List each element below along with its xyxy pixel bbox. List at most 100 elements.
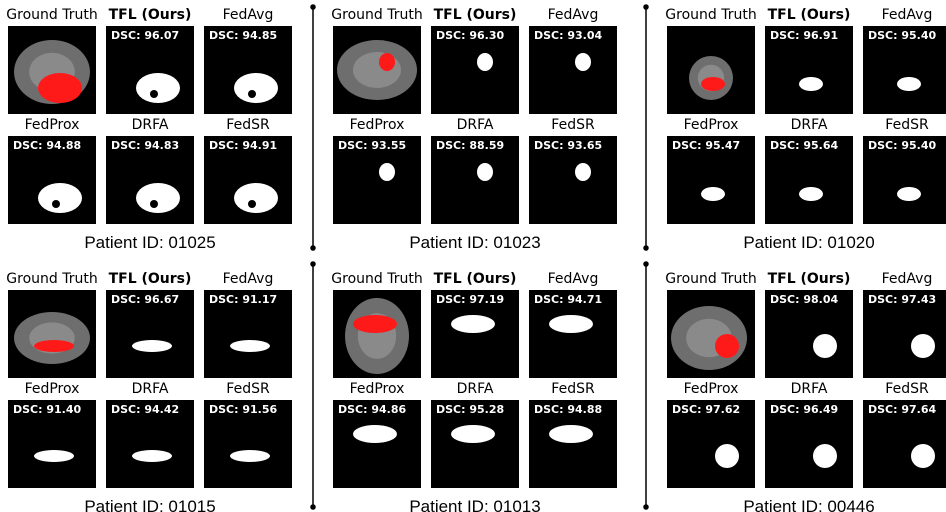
segmentation-mask: [549, 315, 593, 333]
segmentation-mask: [549, 425, 593, 443]
method-label: FedAvg: [548, 271, 599, 287]
segmentation-mask: [132, 450, 172, 462]
method-label: DRFA: [791, 381, 828, 397]
patient-id: Patient ID: 01020: [743, 233, 874, 252]
dsc-score: DSC: 94.86: [338, 403, 406, 416]
segmentation-mask: [477, 163, 493, 181]
segmentation-mask: [353, 425, 397, 443]
method-label: Ground Truth: [6, 7, 97, 23]
segmentation-mask: [234, 183, 278, 213]
segmentation-mask: [897, 187, 921, 201]
method-label: Ground Truth: [331, 271, 422, 287]
dsc-score: DSC: 95.40: [868, 139, 936, 152]
method-label: DRFA: [132, 381, 169, 397]
segmentation-mask: [38, 183, 82, 213]
dsc-score: DSC: 94.88: [13, 139, 81, 152]
segmentation-mask: [799, 77, 823, 91]
method-label: FedAvg: [882, 7, 933, 23]
mask-hole: [248, 90, 256, 98]
segmentation-mask: [701, 187, 725, 201]
method-label: Ground Truth: [6, 271, 97, 287]
method-label: Ground Truth: [665, 271, 756, 287]
dsc-score: DSC: 97.62: [672, 403, 740, 416]
dsc-score: DSC: 96.30: [436, 29, 504, 42]
method-label: FedProx: [350, 117, 405, 133]
method-label: FedAvg: [548, 7, 599, 23]
segmentation-mask: [911, 334, 935, 358]
method-label: DRFA: [457, 381, 494, 397]
method-label: TFL (Ours): [768, 271, 851, 287]
dsc-score: DSC: 93.04: [534, 29, 602, 42]
dsc-score: DSC: 93.55: [338, 139, 406, 152]
patient-id: Patient ID: 01025: [84, 233, 215, 252]
segmentation-mask: [575, 53, 591, 71]
method-label: TFL (Ours): [434, 7, 517, 23]
method-label: DRFA: [457, 117, 494, 133]
dsc-score: DSC: 95.40: [868, 29, 936, 42]
dsc-score: DSC: 96.91: [770, 29, 838, 42]
segmentation-mask: [575, 163, 591, 181]
method-label: FedSR: [226, 381, 270, 397]
segmentation-mask: [136, 183, 180, 213]
patient-id: Patient ID: 01013: [409, 497, 540, 512]
method-label: FedAvg: [223, 7, 274, 23]
method-label: FedSR: [226, 117, 270, 133]
dsc-score: DSC: 91.17: [209, 293, 277, 306]
segmentation-mask: [34, 450, 74, 462]
tumor-mask: [701, 77, 725, 91]
tumor-mask: [34, 340, 74, 352]
segmentation-mask: [230, 340, 270, 352]
method-label: TFL (Ours): [109, 271, 192, 287]
mask-hole: [248, 200, 256, 208]
method-label: FedProx: [25, 381, 80, 397]
dsc-score: DSC: 91.40: [13, 403, 81, 416]
segmentation-mask: [230, 450, 270, 462]
method-label: FedAvg: [882, 271, 933, 287]
dsc-score: DSC: 98.04: [770, 293, 838, 306]
method-label: FedSR: [551, 117, 595, 133]
segmentation-mask: [477, 53, 493, 71]
method-label: DRFA: [132, 117, 169, 133]
segmentation-mask: [897, 77, 921, 91]
method-label: Ground Truth: [665, 7, 756, 23]
dsc-score: DSC: 95.47: [672, 139, 740, 152]
method-label: TFL (Ours): [768, 7, 851, 23]
method-label: DRFA: [791, 117, 828, 133]
dsc-score: DSC: 97.43: [868, 293, 936, 306]
segmentation-mask: [132, 340, 172, 352]
tumor-mask: [353, 315, 397, 333]
mask-hole: [52, 200, 60, 208]
panel: Ground Truth TFL (Ours) DSC: 96.91 FedAvg DS…: [665, 7, 946, 252]
mask-hole: [150, 90, 158, 98]
segmentation-mask: [451, 425, 495, 443]
dsc-score: DSC: 94.85: [209, 29, 277, 42]
method-label: FedSR: [885, 381, 929, 397]
segmentation-mask: [379, 163, 395, 181]
tumor-mask: [38, 73, 82, 103]
dsc-score: DSC: 96.07: [111, 29, 179, 42]
figure: Ground Truth TFL (Ours) DSC: 96.07 FedAvg DS…: [0, 0, 946, 512]
panel: Ground Truth TFL (Ours) DSC: 96.07 FedAvg DS…: [6, 7, 292, 252]
patient-id: Patient ID: 01015: [84, 497, 215, 512]
method-label: FedProx: [25, 117, 80, 133]
panel: Ground TruthTFL (Ours)DSC: 96.67FedAvgDS…: [6, 271, 292, 512]
dsc-score: DSC: 97.19: [436, 293, 504, 306]
method-label: TFL (Ours): [109, 7, 192, 23]
tumor-mask: [715, 334, 739, 358]
patient-id: Patient ID: 01023: [409, 233, 540, 252]
panel: Ground TruthTFL (Ours)DSC: 96.30FedAvgDS…: [331, 7, 617, 252]
dsc-score: DSC: 94.91: [209, 139, 277, 152]
patient-id: Patient ID: 00446: [743, 497, 874, 512]
method-label: FedSR: [885, 117, 929, 133]
dsc-score: DSC: 91.56: [209, 403, 277, 416]
method-label: FedProx: [684, 117, 739, 133]
segmentation-mask: [813, 444, 837, 468]
method-label: FedSR: [551, 381, 595, 397]
segmentation-mask: [813, 334, 837, 358]
mask-hole: [150, 200, 158, 208]
segmentation-mask: [451, 315, 495, 333]
panel: Ground Truth TFL (Ours) DSC: 98.04 FedAvg DS…: [665, 271, 946, 512]
dsc-score: DSC: 96.67: [111, 293, 179, 306]
dsc-score: DSC: 97.64: [868, 403, 936, 416]
segmentation-mask: [799, 187, 823, 201]
